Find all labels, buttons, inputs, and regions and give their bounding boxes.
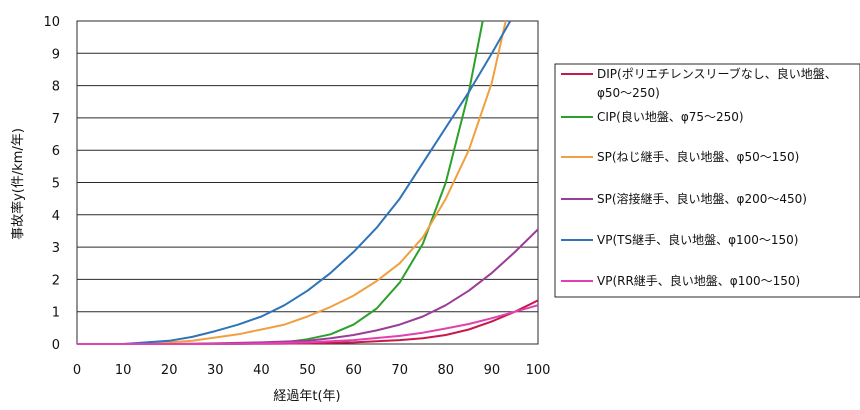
legend-label-5: VP(RR継手、良い地盤、φ100～150) (597, 273, 800, 288)
legend: DIP(ポリエチレンスリーブなし、良い地盤、 φ50～250) CIP(良い地盤、φ… (554, 63, 860, 298)
x-tick-label: 0 (73, 363, 81, 378)
y-tick-label: 1 (52, 306, 60, 321)
x-tick-label: 40 (253, 363, 270, 378)
x-tick-label: 20 (161, 363, 178, 378)
x-tick-label: 90 (484, 363, 501, 378)
series-line-5 (77, 304, 538, 345)
y-tick-label: 2 (52, 273, 60, 288)
legend-box (554, 63, 860, 298)
x-tick-label: 100 (526, 363, 551, 378)
x-tick-label: 50 (299, 363, 316, 378)
series-line-3 (77, 228, 538, 345)
grid-layer (77, 20, 538, 345)
y-tick-label: 5 (52, 177, 60, 192)
legend-label-0: DIP(ポリエチレンスリーブなし、良い地盤、 (597, 66, 837, 81)
x-tick-label: 70 (391, 363, 408, 378)
y-tick-label: 0 (52, 338, 60, 353)
y-axis-title: 事故率y(件/km/年) (10, 128, 26, 240)
y-tick-label: 10 (43, 15, 60, 30)
y-tick-label: 8 (52, 80, 60, 95)
legend-label-1: CIP(良い地盤、φ75～250) (597, 109, 744, 124)
legend-label-2: SP(ねじ継手、良い地盤、φ50～150) (597, 149, 799, 164)
y-tick-label: 4 (52, 209, 60, 224)
x-axis-title: 経過年t(年) (273, 389, 340, 404)
x-tick-label: 80 (438, 363, 455, 378)
legend-label-4: VP(TS継手、良い地盤、φ100～150) (597, 232, 798, 247)
y-tick-label: 3 (52, 241, 60, 256)
y-tick-label: 9 (52, 47, 60, 62)
y-tick-label: 6 (52, 144, 60, 159)
series-line-4 (77, 20, 512, 345)
y-tick-label: 7 (52, 112, 60, 127)
x-tick-label: 10 (115, 363, 132, 378)
series-layer (77, 20, 538, 345)
legend-label-0: φ50～250) (597, 86, 660, 100)
x-tick-label: 60 (345, 363, 362, 378)
series-line-0 (77, 299, 538, 345)
x-tick-label: 30 (207, 363, 224, 378)
legend-label-3: SP(溶接継手、良い地盤、φ200～450) (597, 191, 807, 206)
series-line-2 (77, 20, 507, 345)
